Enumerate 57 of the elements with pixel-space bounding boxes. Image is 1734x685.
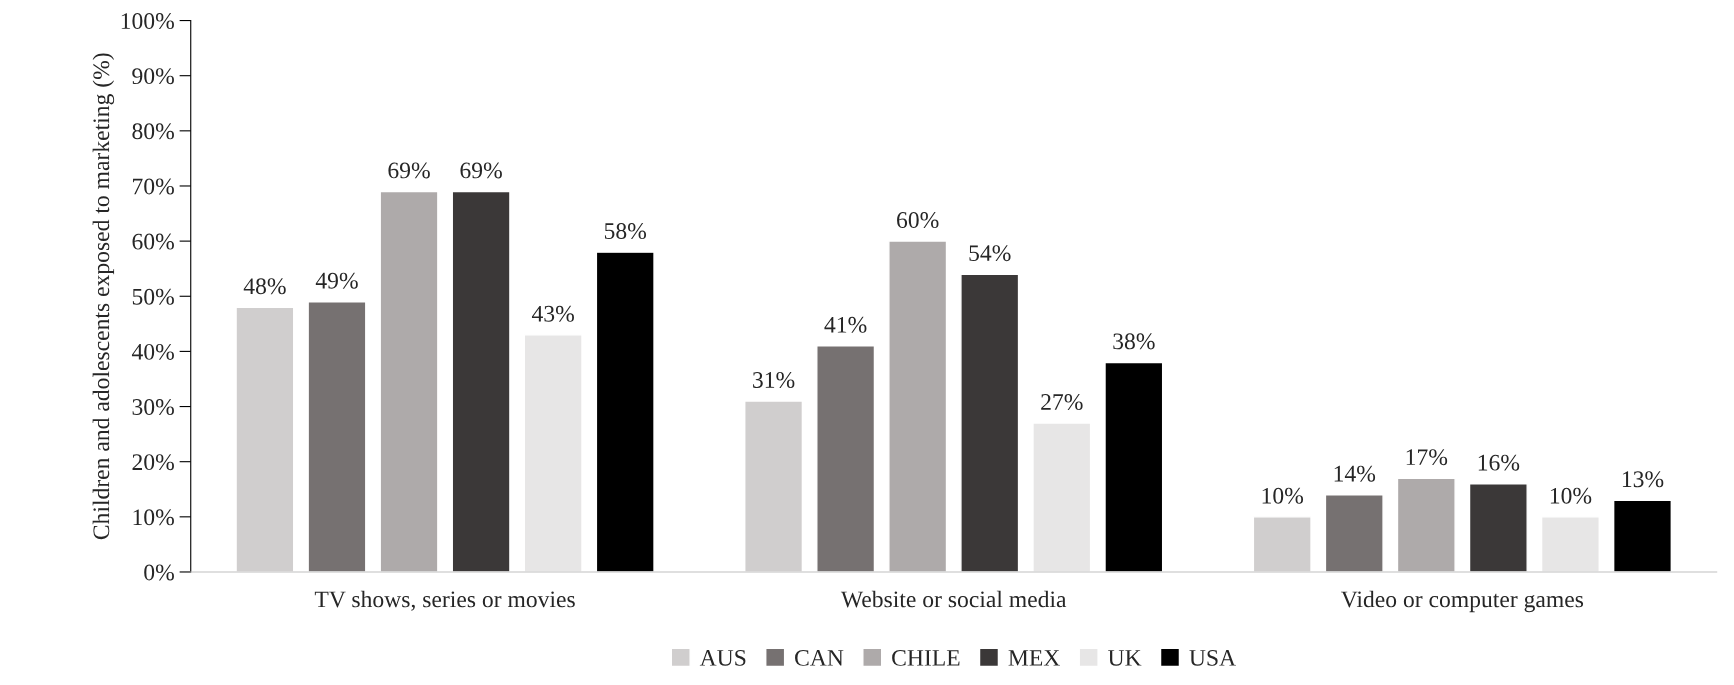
legend-label: MEX <box>1008 650 1060 666</box>
y-tick-label: 100% <box>121 13 174 30</box>
x-tick-label: Video or computer games <box>1341 590 1584 613</box>
data-label: 14% <box>1334 465 1376 482</box>
legend-label: CHILE <box>892 649 960 666</box>
bar <box>888 240 948 572</box>
bar <box>1104 361 1164 572</box>
data-label: 31% <box>753 371 795 388</box>
bar <box>235 306 295 572</box>
data-label: 58% <box>604 223 647 240</box>
data-label: 54% <box>969 245 1011 262</box>
data-label: 16% <box>1478 454 1520 471</box>
y-tick-label: 70% <box>133 178 174 195</box>
bar <box>451 190 511 572</box>
y-tick-label: 20% <box>132 454 174 471</box>
x-tick-label: TV shows, series or movies <box>314 590 575 611</box>
data-label: 27% <box>1041 394 1083 411</box>
data-label: 17% <box>1406 449 1448 466</box>
bar <box>1252 516 1312 572</box>
y-tick-label: 10% <box>133 509 174 526</box>
data-label: 60% <box>897 212 939 229</box>
y-tick-label: 40% <box>131 343 174 360</box>
bar <box>960 273 1020 572</box>
legend-label: CAN <box>795 649 844 666</box>
bar <box>1396 477 1456 572</box>
x-tick-label: Website or social media <box>840 590 1067 608</box>
y-axis-title: Children and adolescents exposed to marketing (%) <box>92 53 115 540</box>
y-tick-label: 80% <box>132 123 174 140</box>
bar <box>595 251 655 572</box>
data-label: 48% <box>243 278 286 295</box>
data-label: 41% <box>824 316 867 333</box>
y-tick-label: 90% <box>132 68 174 85</box>
data-label: 10% <box>1550 487 1592 504</box>
data-label: 49% <box>315 272 358 289</box>
legend-label: UK <box>1108 650 1142 666</box>
y-tick-label: 50% <box>132 288 174 305</box>
data-label: 38% <box>1113 333 1155 350</box>
data-label: 13% <box>1622 471 1664 488</box>
y-tick-label: 30% <box>132 399 174 416</box>
bar <box>523 334 583 572</box>
legend-label: USA <box>1189 649 1236 666</box>
data-label: 43% <box>531 305 574 322</box>
bar <box>816 345 876 572</box>
bar <box>307 301 367 572</box>
bar <box>744 400 804 572</box>
data-label: 10% <box>1262 487 1304 504</box>
bar <box>1032 422 1092 572</box>
y-tick-label: 60% <box>132 233 174 250</box>
bar <box>1612 499 1673 572</box>
data-label: 69% <box>460 162 502 179</box>
bar <box>1468 483 1528 572</box>
y-tick-label: 0% <box>144 564 174 581</box>
legend-label: AUS <box>699 649 746 666</box>
bar <box>1324 494 1384 572</box>
bar <box>1540 516 1600 572</box>
bar <box>379 190 439 572</box>
data-label: 69% <box>388 162 430 179</box>
